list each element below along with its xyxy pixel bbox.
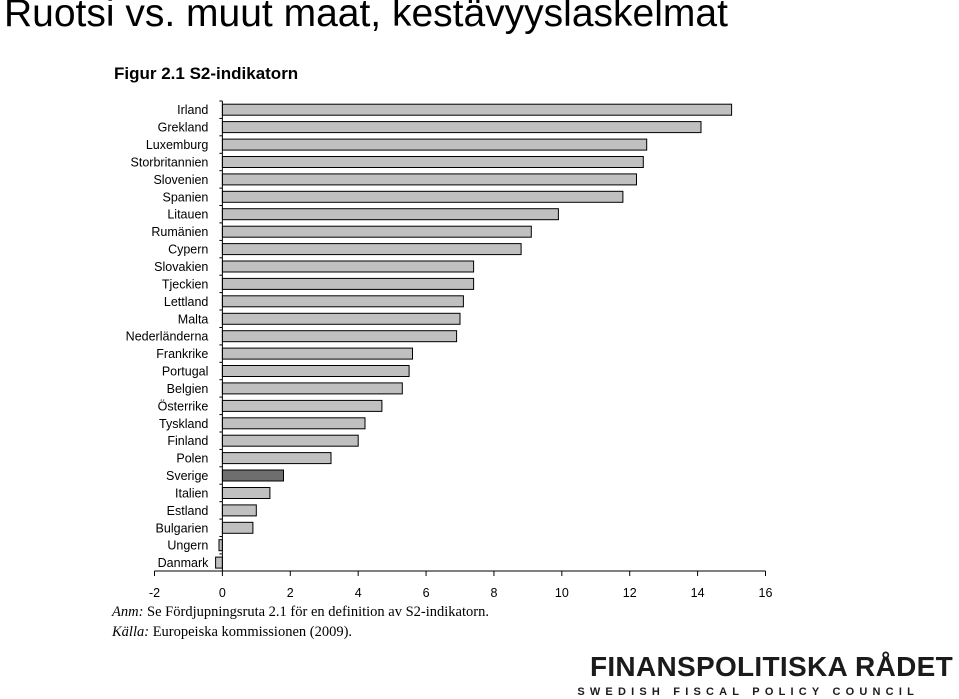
bar-1 (221, 121, 702, 134)
bar-12 (221, 312, 461, 325)
note-anm-text: Se Fördjupningsruta 2.1 för en definitio… (143, 604, 489, 620)
bar-20 (221, 452, 332, 465)
note-source: Källa: Europeiska kommissionen (2009). (112, 624, 352, 641)
category-label-3: Storbritannien (131, 156, 209, 170)
bar-9 (221, 260, 475, 273)
logo-subtitle: SWEDISH FISCAL POLICY COUNCIL (577, 686, 919, 698)
bar-10 (221, 277, 475, 290)
s2-bar-chart: Irland Grekland Luxemburg Storbritannien Slo… (126, 100, 773, 600)
bar-16 (221, 382, 403, 395)
chart-title: Figur 2.1 S2-indikatorn (114, 64, 299, 83)
category-label-12: Malta (178, 312, 209, 326)
note-anm-label: Anm: (112, 604, 144, 620)
x-tick-label-3: 4 (355, 586, 362, 600)
bar-5 (221, 190, 624, 203)
x-tick-label-7: 12 (623, 586, 637, 600)
bar-8 (221, 243, 522, 256)
category-label-9: Slovakien (154, 260, 208, 274)
category-label-21: Sverige (166, 469, 208, 483)
category-label-26: Danmark (158, 556, 209, 570)
bar-11 (221, 295, 464, 308)
category-label-7: Rumänien (151, 225, 208, 239)
category-label-1: Grekland (158, 121, 209, 135)
bar-4 (221, 173, 637, 186)
x-tick-label-4: 6 (423, 586, 430, 600)
note-anm: Anm: Se Fördjupningsruta 2.1 för en defi… (112, 604, 489, 621)
x-tick-label-5: 8 (490, 586, 497, 600)
bar-23 (221, 504, 257, 517)
x-tick-label-6: 10 (555, 586, 569, 600)
category-label-16: Belgien (167, 382, 209, 396)
category-label-13: Nederländerna (126, 330, 209, 344)
category-label-22: Italien (175, 487, 208, 501)
category-label-24: Bulgarien (156, 521, 209, 535)
category-label-11: Lettland (164, 295, 209, 309)
bar-2 (221, 138, 648, 151)
category-label-4: Slovenien (153, 173, 208, 187)
slide-title: Ruotsi vs. muut maat, kestävyyslaskelmat (4, 0, 728, 35)
bar-17 (221, 399, 383, 412)
bar-24 (221, 521, 254, 534)
category-label-18: Tyskland (159, 417, 208, 431)
category-label-5: Spanien (163, 190, 209, 204)
x-tick-label-8: 14 (691, 586, 705, 600)
category-label-15: Portugal (162, 365, 209, 379)
category-label-0: Irland (177, 103, 208, 117)
category-label-8: Cypern (168, 243, 208, 257)
category-label-10: Tjeckien (162, 277, 209, 291)
bar-26 (215, 556, 223, 569)
category-label-25: Ungern (167, 539, 208, 553)
bar-6 (221, 208, 559, 221)
category-label-19: Finland (167, 434, 208, 448)
x-tick-label-9: 16 (759, 586, 773, 600)
bar-3 (221, 156, 644, 168)
x-tick-label-2: 2 (287, 586, 294, 600)
bar-0 (221, 103, 733, 116)
bar-14 (221, 347, 413, 360)
bar-15 (221, 365, 410, 377)
bar-19 (221, 434, 359, 447)
bar-22 (221, 487, 271, 499)
category-label-2: Luxemburg (146, 138, 209, 152)
bar-13 (221, 330, 458, 343)
note-source-text: Europeiska kommissionen (2009). (149, 624, 353, 640)
category-label-20: Polen (176, 452, 208, 466)
x-tick-label-1: 0 (219, 586, 226, 600)
category-label-17: Österrike (158, 399, 209, 413)
x-tick-label-0: -2 (149, 586, 160, 600)
note-source-label: Källa: (112, 624, 150, 640)
logo-name: FINANSPOLITISKA RÅDET (589, 651, 953, 682)
category-label-6: Litauen (167, 208, 208, 222)
category-label-14: Frankrike (156, 347, 208, 361)
bar-18 (221, 417, 366, 430)
bar-21 (221, 469, 284, 482)
category-label-23: Estland (167, 504, 209, 518)
bar-7 (221, 225, 532, 238)
